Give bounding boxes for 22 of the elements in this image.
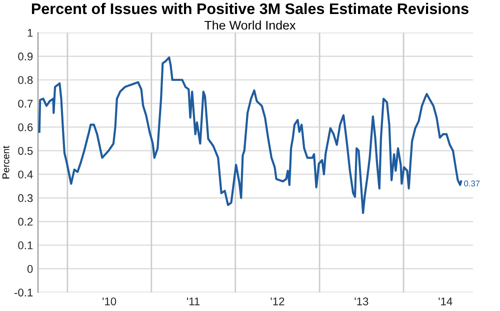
y-tick-label: 0.3 xyxy=(18,194,33,202)
y-tick-label: 0.2 xyxy=(18,218,33,226)
x-tick-label: '12 xyxy=(270,297,284,306)
y-tick-label: 0.5 xyxy=(18,146,33,155)
y-tick-label: 0.1 xyxy=(18,241,33,250)
y-tick-label: 0.9 xyxy=(18,52,33,60)
y-tick-label: 0.8 xyxy=(18,76,33,84)
annotation: 0.37 xyxy=(464,180,480,186)
x-tick-label: '13 xyxy=(354,297,368,306)
y-tick-label: 0.6 xyxy=(18,123,33,132)
y-tick-label: 0.4 xyxy=(18,170,33,178)
y-tick-label: 0 xyxy=(27,265,33,273)
line-series xyxy=(38,56,462,214)
chart-title: Percent of Issues with Positive 3M Sales Estimate Revisions xyxy=(32,2,468,14)
x-tick-label: '10 xyxy=(102,297,116,306)
x-tick-label: '14 xyxy=(438,298,452,306)
y-tick-label: 1 xyxy=(28,29,33,37)
y-tick-label: 0.7 xyxy=(18,100,33,108)
y-axis-title: Percent xyxy=(2,146,10,178)
x-tick-label: '11 xyxy=(187,298,200,306)
chart-subtitle: The World Index xyxy=(204,20,296,30)
y-tick-label: -0.1 xyxy=(14,288,33,296)
